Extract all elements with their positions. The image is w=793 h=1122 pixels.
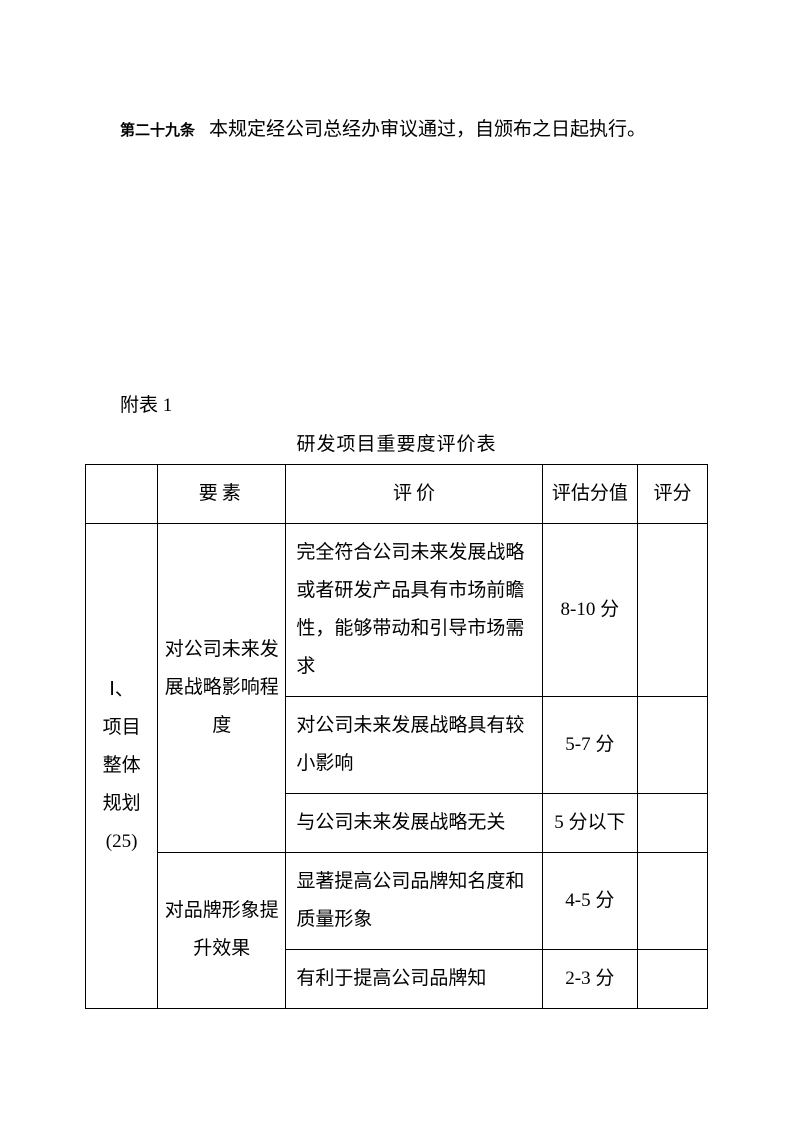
header-evaluation: 评价 (286, 464, 542, 523)
evaluation-cell: 对公司未来发展战略具有较小影响 (286, 696, 542, 793)
table-title: 研发项目重要度评价表 (85, 429, 708, 456)
rating-cell (638, 793, 708, 852)
header-category (86, 464, 158, 523)
category-roman: Ⅰ、 (92, 671, 151, 709)
category-name-line: 整体 (92, 747, 151, 785)
evaluation-cell: 完全符合公司未来发展战略或者研发产品具有市场前瞻性，能够带动和引导市场需求 (286, 523, 542, 696)
table-row: Ⅰ、 项目 整体 规划 (25) 对公司未来发展战略影响程度 完全符合公司未来发… (86, 523, 708, 696)
attachment-label: 附表 1 (120, 390, 708, 417)
header-rating: 评分 (638, 464, 708, 523)
header-score-range: 评估分值 (542, 464, 638, 523)
article-text: 本规定经公司总经办审议通过，自颁布之日起执行。 (209, 119, 646, 140)
score-cell: 8-10 分 (542, 523, 638, 696)
evaluation-cell: 与公司未来发展战略无关 (286, 793, 542, 852)
evaluation-table: 要素 评价 评估分值 评分 Ⅰ、 项目 整体 规划 (25) 对公司未来发展战略… (85, 464, 708, 1009)
category-cell: Ⅰ、 项目 整体 规划 (25) (86, 523, 158, 1008)
header-factor: 要素 (158, 464, 286, 523)
rating-cell (638, 523, 708, 696)
rating-cell (638, 949, 708, 1008)
score-cell: 5 分以下 (542, 793, 638, 852)
table-header-row: 要素 评价 评估分值 评分 (86, 464, 708, 523)
score-cell: 4-5 分 (542, 852, 638, 949)
factor-cell: 对公司未来发展战略影响程度 (158, 523, 286, 852)
evaluation-cell: 显著提高公司品牌知名度和质量形象 (286, 852, 542, 949)
article-section: 第二十九条本规定经公司总经办审议通过，自颁布之日起执行。 (85, 110, 708, 150)
evaluation-cell: 有利于提高公司品牌知 (286, 949, 542, 1008)
table-row: 对品牌形象提升效果 显著提高公司品牌知名度和质量形象 4-5 分 (86, 852, 708, 949)
factor-cell: 对品牌形象提升效果 (158, 852, 286, 1008)
category-name-line: 规划 (92, 785, 151, 823)
article-label: 第二十九条 (120, 123, 195, 139)
rating-cell (638, 852, 708, 949)
category-weight: (25) (92, 823, 151, 861)
category-name-line: 项目 (92, 709, 151, 747)
score-cell: 5-7 分 (542, 696, 638, 793)
score-cell: 2-3 分 (542, 949, 638, 1008)
rating-cell (638, 696, 708, 793)
